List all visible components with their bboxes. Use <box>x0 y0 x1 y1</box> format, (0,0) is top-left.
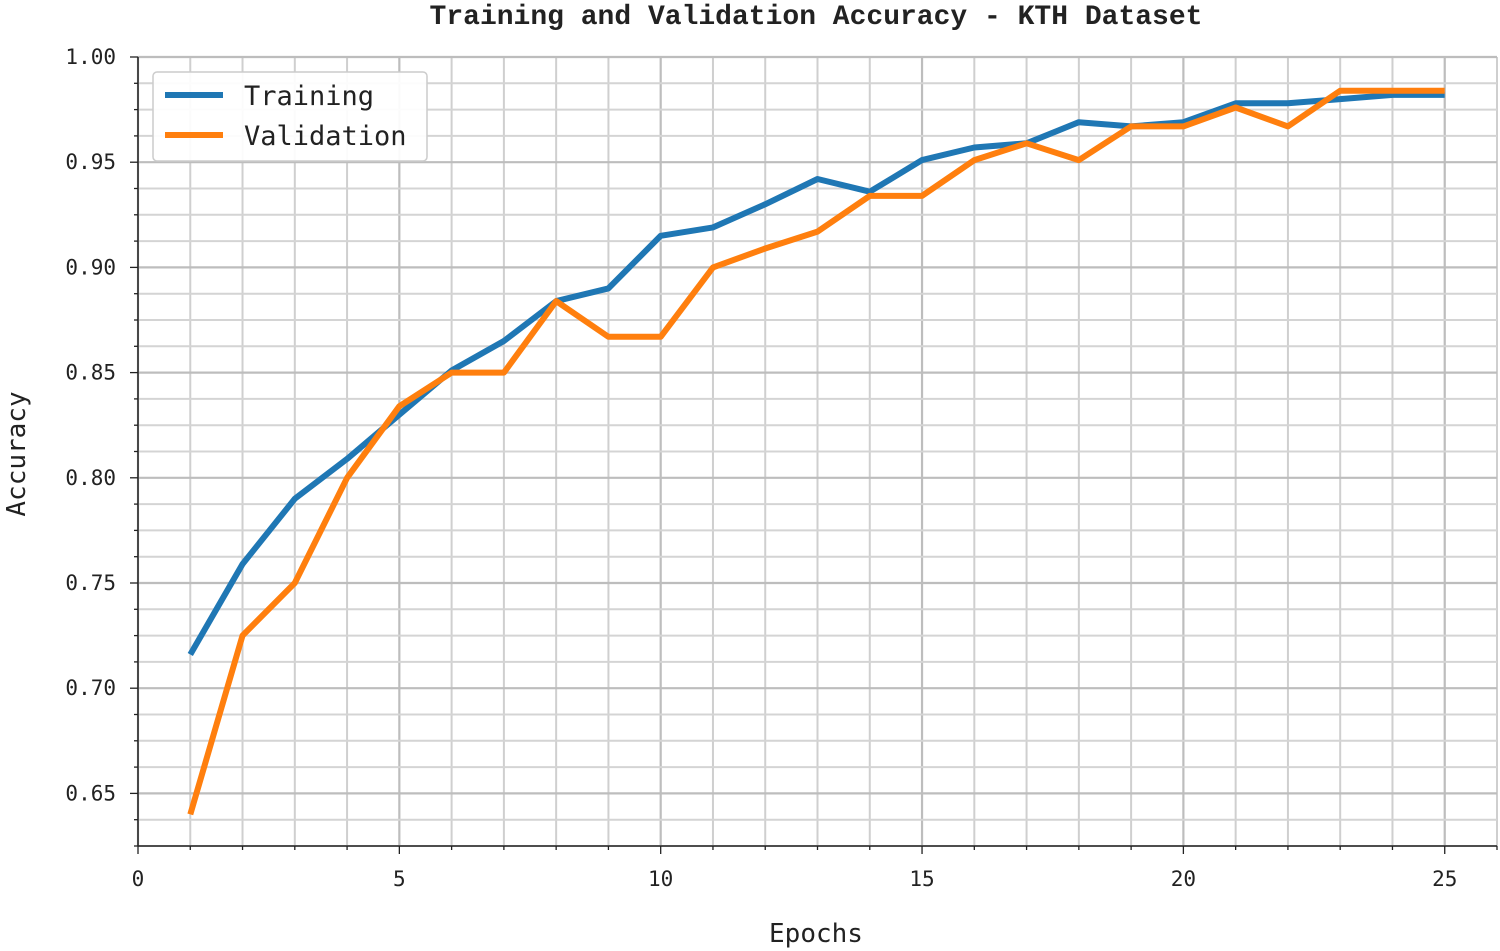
x-tick-label: 5 <box>393 867 406 891</box>
y-axis-label: Accuracy <box>2 391 32 516</box>
x-tick-label: 10 <box>648 867 673 891</box>
y-tick-label: 1.00 <box>65 45 116 69</box>
legend: Training Validation <box>152 71 428 162</box>
chart-title: Training and Validation Accuracy - KTH D… <box>430 2 1203 33</box>
legend-label-validation: Validation <box>244 121 407 152</box>
x-tick-label: 20 <box>1171 867 1196 891</box>
y-tick-label: 0.70 <box>65 676 116 700</box>
series-lines <box>187 87 1445 816</box>
series-line-training <box>187 91 1445 657</box>
x-axis-label: Epochs <box>769 919 863 949</box>
y-tick-label: 0.90 <box>65 255 116 279</box>
y-tick-label: 0.95 <box>65 150 116 174</box>
y-tick-label: 0.80 <box>65 466 116 490</box>
y-tick-label: 0.85 <box>65 361 116 385</box>
x-tick-label: 0 <box>132 867 145 891</box>
x-tick-label: 25 <box>1432 867 1457 891</box>
legend-label-training: Training <box>244 81 374 112</box>
y-tick-label: 0.65 <box>65 781 116 805</box>
y-tick-label: 0.75 <box>65 571 116 595</box>
x-tick-label: 15 <box>909 867 934 891</box>
grid <box>136 55 1498 847</box>
tick-labels: 0 5 10 15 20 25 0.65 0.70 0.75 0.80 0.85 0.90 0.95 1.… <box>65 45 1457 891</box>
axes <box>130 56 1498 854</box>
series-line-validation <box>187 87 1445 816</box>
